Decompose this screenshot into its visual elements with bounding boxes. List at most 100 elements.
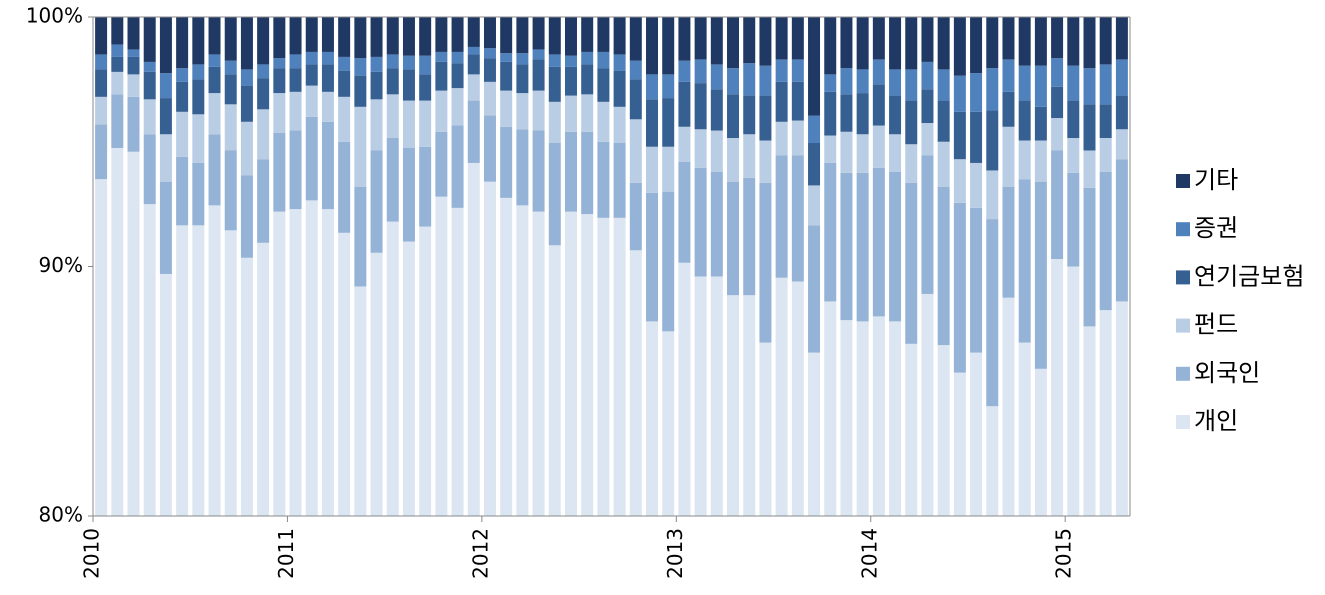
bar-segment (273, 58, 286, 69)
bar-segment (548, 17, 561, 55)
bar-segment (159, 73, 172, 99)
bar-segment (791, 155, 804, 282)
bar-segment (808, 115, 821, 143)
bar-segment (208, 17, 221, 55)
bar-segment (1115, 159, 1128, 302)
bar-segment (1034, 368, 1047, 516)
bar-segment (808, 225, 821, 353)
legend-swatch (1176, 174, 1190, 188)
bar-segment (581, 51, 594, 65)
bar-segment (483, 81, 496, 116)
bar-segment (208, 205, 221, 516)
bar-segment (710, 17, 723, 65)
bar-segment (646, 146, 659, 193)
bar-segment (1115, 17, 1128, 60)
bar-segment (613, 106, 626, 143)
bar-segment (1018, 65, 1031, 101)
bar-segment (840, 172, 853, 321)
bar-segment (759, 17, 772, 66)
bar-segment (613, 17, 626, 55)
bar-segment (1115, 95, 1128, 130)
bar-segment (305, 51, 318, 65)
bar-segment (111, 17, 124, 45)
bar-segment (597, 101, 610, 142)
bar-segment (176, 17, 189, 69)
bar-segment (986, 406, 999, 516)
bar-segment (824, 135, 837, 163)
bar-segment (808, 142, 821, 186)
bar-segment (386, 54, 399, 69)
bar-segment (419, 226, 432, 516)
bar-segment (354, 186, 367, 287)
bar-segment (613, 70, 626, 107)
bar-segment (176, 81, 189, 112)
bar-segment (159, 273, 172, 516)
bar-segment (629, 17, 642, 61)
bar-segment (970, 73, 983, 112)
bar-segment (176, 111, 189, 157)
bar-segment (824, 74, 837, 92)
bar-segment (889, 321, 902, 516)
bar-segment (953, 17, 966, 76)
bar-segment (937, 17, 950, 70)
bar-segment (970, 17, 983, 74)
bar-segment (402, 55, 415, 70)
bar-segment (856, 93, 869, 135)
bar-segment (1034, 181, 1047, 369)
bar-segment (597, 141, 610, 218)
bar-segment (273, 211, 286, 517)
bar-segment (1067, 172, 1080, 267)
bar-segment (905, 144, 918, 183)
bar-segment (338, 141, 351, 233)
legend-swatch (1176, 222, 1190, 237)
bar-segment (95, 69, 108, 97)
bar-segment (500, 17, 513, 54)
bar-segment (921, 61, 934, 90)
bar-segment (305, 17, 318, 52)
bar-segment (581, 214, 594, 517)
bar-segment (402, 241, 415, 517)
bar-segment (1067, 138, 1080, 173)
bar-segment (273, 68, 286, 94)
bar-segment (694, 59, 707, 84)
bar-segment (613, 142, 626, 218)
bar-segment (305, 64, 318, 86)
bar-segment (95, 124, 108, 180)
bar-segment (159, 181, 172, 274)
bar-segment (727, 17, 740, 69)
bar-segment (338, 56, 351, 71)
bar-segment (905, 343, 918, 516)
bar-segment (970, 352, 983, 516)
bar-segment (532, 49, 545, 60)
bar-segment (451, 125, 464, 208)
bar-segment (872, 17, 885, 60)
bar-segment (1067, 100, 1080, 139)
bar-segment (532, 130, 545, 212)
bar-segment (840, 320, 853, 516)
bar-segment (727, 138, 740, 182)
bar-segment (662, 17, 675, 75)
bar-segment (208, 134, 221, 206)
bar-segment (338, 70, 351, 97)
bar-segment (176, 156, 189, 226)
bar-segment (370, 17, 383, 57)
bar-segment (257, 242, 270, 517)
bar-segment (743, 295, 756, 516)
bar-segment (224, 74, 237, 105)
bar-segment (564, 211, 577, 517)
bar-segment (435, 90, 448, 132)
bar-segment (208, 54, 221, 67)
bar-segment (1018, 342, 1031, 516)
bar-segment (710, 171, 723, 277)
bar-segment (370, 150, 383, 253)
bar-segment (597, 17, 610, 52)
y-tick-label: 80% (39, 503, 83, 527)
bar-segment (516, 205, 529, 516)
bar-segment (1002, 126, 1015, 187)
bar-segment (581, 64, 594, 95)
bar-segment (419, 17, 432, 56)
legend-label: 개인 (1194, 407, 1238, 435)
bar-segment (710, 130, 723, 172)
bar-segment (1002, 91, 1015, 127)
bar-segment (808, 185, 821, 226)
